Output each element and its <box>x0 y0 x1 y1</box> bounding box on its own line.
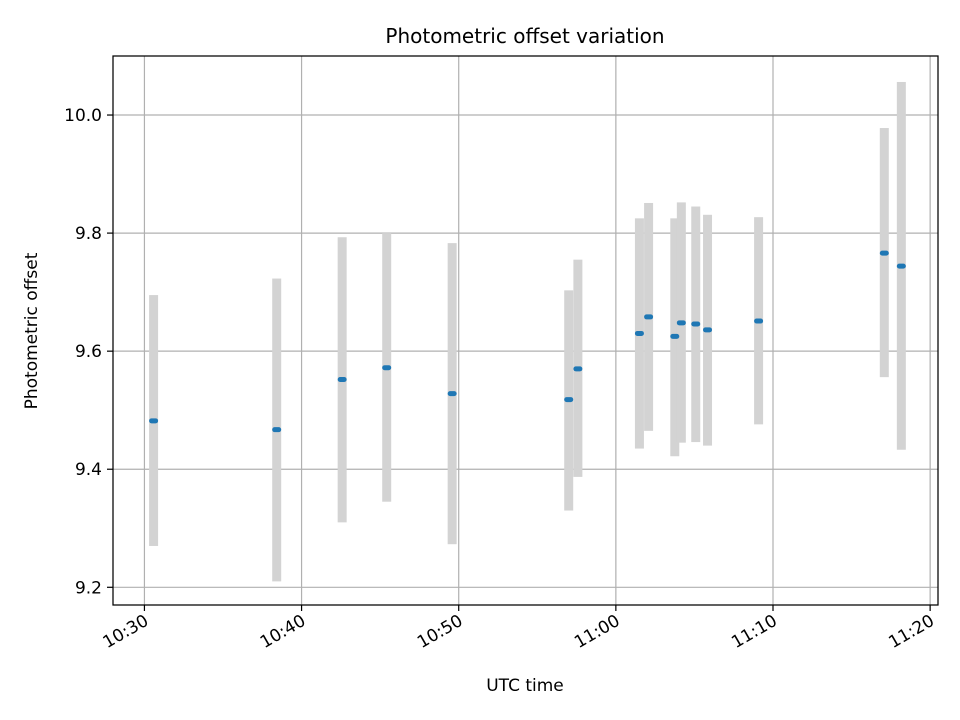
data-markers <box>149 250 906 433</box>
y-axis-title: Photometric offset <box>22 252 42 409</box>
y-axis-ticks: 9.2 9.4 9.6 9.8 10.0 <box>64 106 113 598</box>
data-point <box>447 391 457 397</box>
data-point <box>272 427 282 433</box>
data-point <box>676 320 686 326</box>
chart-title: Photometric offset variation <box>385 24 664 48</box>
data-point <box>644 314 654 320</box>
grid <box>113 56 938 605</box>
data-point <box>337 376 347 382</box>
y-tick-label: 9.6 <box>75 342 102 362</box>
y-tick-label: 9.8 <box>75 224 102 244</box>
data-point <box>573 366 583 372</box>
data-point <box>634 330 644 336</box>
data-point <box>670 333 680 339</box>
data-point <box>149 418 159 424</box>
data-point <box>754 318 764 324</box>
y-tick-label: 9.2 <box>75 578 102 598</box>
plot-frame <box>112 55 939 606</box>
data-point <box>691 321 701 327</box>
data-point <box>703 327 713 333</box>
data-point <box>564 397 574 403</box>
data-point <box>382 365 392 371</box>
data-point <box>896 263 906 269</box>
data-point <box>879 250 889 256</box>
y-tick-label: 9.4 <box>75 460 102 480</box>
y-tick-label: 10.0 <box>64 106 102 126</box>
x-axis-title: UTC time <box>486 676 564 696</box>
